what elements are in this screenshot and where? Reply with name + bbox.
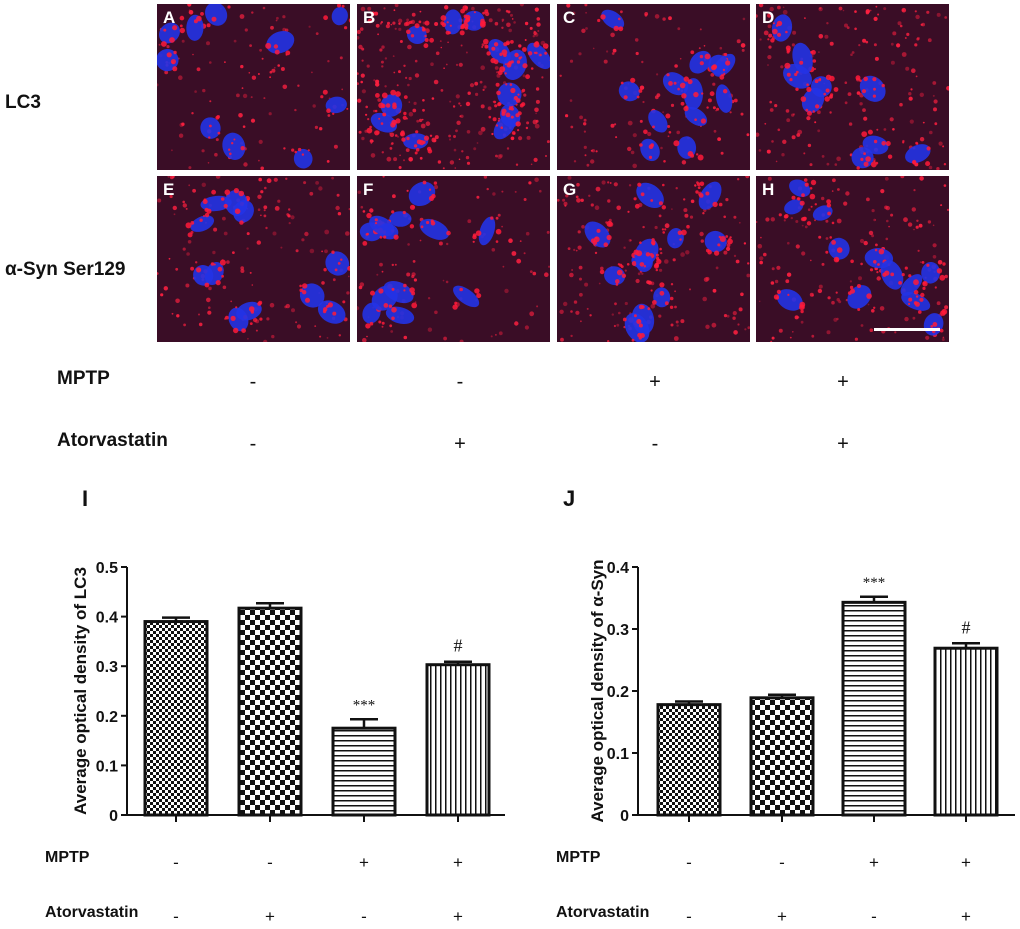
significance-annotation: *** <box>353 697 376 713</box>
micrograph-image <box>357 4 550 170</box>
chart-condition-sign: - <box>686 853 692 872</box>
y-tick-label: 0.1 <box>607 746 629 763</box>
chart-condition-sign: + <box>777 907 787 926</box>
chart-condition-sign: - <box>686 907 692 926</box>
bar <box>933 646 999 817</box>
chart-j-atorvastatin-label: Atorvastatin <box>556 904 650 921</box>
chart-condition-sign: - <box>871 907 877 926</box>
chart-panel-label-i: I <box>82 486 89 511</box>
chart-i-atorvastatin-label: Atorvastatin <box>45 904 139 921</box>
row-label-asyn: α-Syn Ser129 <box>5 259 126 280</box>
y-tick-label: 0.3 <box>607 622 629 639</box>
y-tick-label: 0.4 <box>607 560 629 577</box>
condition-label-atorvastatin: Atorvastatin <box>57 430 168 451</box>
atorvastatin-sign: - <box>249 433 257 455</box>
mptp-sign: - <box>456 371 464 393</box>
chart-condition-sign: + <box>359 853 369 872</box>
panel-letter-label: E <box>163 180 175 199</box>
mptp-sign: + <box>837 371 849 393</box>
atorvastatin-sign: + <box>837 433 849 455</box>
y-axis-label: Average optical density of α-Syn <box>588 560 607 823</box>
chart-i-mptp-label: MPTP <box>45 849 90 866</box>
row-label-lc3: LC3 <box>5 92 41 113</box>
bar <box>841 600 907 817</box>
micrograph-panel: B <box>357 4 550 170</box>
bar <box>656 703 722 817</box>
micrograph-image <box>157 176 350 342</box>
micrograph-panel: A <box>157 4 350 170</box>
y-axis-label: Average optical density of LC3 <box>71 567 90 815</box>
micrograph-image <box>357 176 550 342</box>
bar <box>749 696 815 817</box>
significance-annotation: *** <box>863 575 886 591</box>
chart-condition-sign: + <box>453 907 463 926</box>
chart-panel-label-j: J <box>563 486 576 511</box>
condition-label-mptp: MPTP <box>57 368 110 389</box>
chart-condition-sign: - <box>361 907 367 926</box>
micrograph-panel: F <box>357 176 550 342</box>
y-tick-label: 0.3 <box>96 659 118 676</box>
micrograph-panel: C <box>557 4 750 170</box>
y-tick-label: 0.2 <box>96 709 118 726</box>
chart-condition-sign: + <box>453 853 463 872</box>
chart-condition-sign: + <box>961 853 971 872</box>
micrograph-image <box>756 176 949 342</box>
y-tick-label: 0.2 <box>607 684 629 701</box>
mptp-sign: + <box>649 371 661 393</box>
panel-letter-label: H <box>762 180 775 199</box>
significance-annotation: # <box>454 636 463 656</box>
micrograph-panel: E <box>157 176 350 342</box>
atorvastatin-sign: - <box>651 433 659 455</box>
bar <box>331 726 397 817</box>
y-tick-label: 0.1 <box>96 758 118 775</box>
y-tick-label: 0 <box>109 808 118 825</box>
micrograph-image <box>557 4 750 170</box>
chart-condition-sign: - <box>267 853 273 872</box>
panel-letter-label: G <box>563 180 577 199</box>
bar-chart-lc3: 0 0.1 0.2 0.3 0.4 0.5 Average optical density … <box>71 560 505 825</box>
bar <box>143 620 209 817</box>
chart-condition-sign: + <box>869 853 879 872</box>
micrograph-image <box>157 4 350 170</box>
panel-letter-label: C <box>563 8 576 27</box>
bar <box>237 606 303 817</box>
chart-j-mptp-label: MPTP <box>556 849 601 866</box>
bar <box>425 663 491 817</box>
micrograph-image <box>756 4 949 170</box>
panel-letter-label: B <box>363 8 376 27</box>
y-tick-label: 0.5 <box>96 560 118 577</box>
y-tick-label: 0 <box>620 808 629 825</box>
chart-condition-sign: + <box>961 907 971 926</box>
panel-letter-label: D <box>762 8 775 27</box>
mptp-sign: - <box>249 371 257 393</box>
significance-annotation: # <box>962 617 971 637</box>
y-tick-label: 0.4 <box>96 610 118 627</box>
atorvastatin-sign: + <box>454 433 466 455</box>
chart-condition-sign: - <box>173 853 179 872</box>
micrograph-image <box>557 176 750 342</box>
micrograph-panel: H <box>756 176 949 342</box>
chart-condition-sign: + <box>265 907 275 926</box>
micrograph-panel: G <box>557 176 750 342</box>
scale-bar <box>874 328 940 331</box>
chart-condition-sign: - <box>173 907 179 926</box>
panel-letter-label: F <box>363 180 374 199</box>
micrograph-panel: D <box>756 4 949 170</box>
panel-letter-label: A <box>163 8 176 27</box>
chart-condition-sign: - <box>779 853 785 872</box>
